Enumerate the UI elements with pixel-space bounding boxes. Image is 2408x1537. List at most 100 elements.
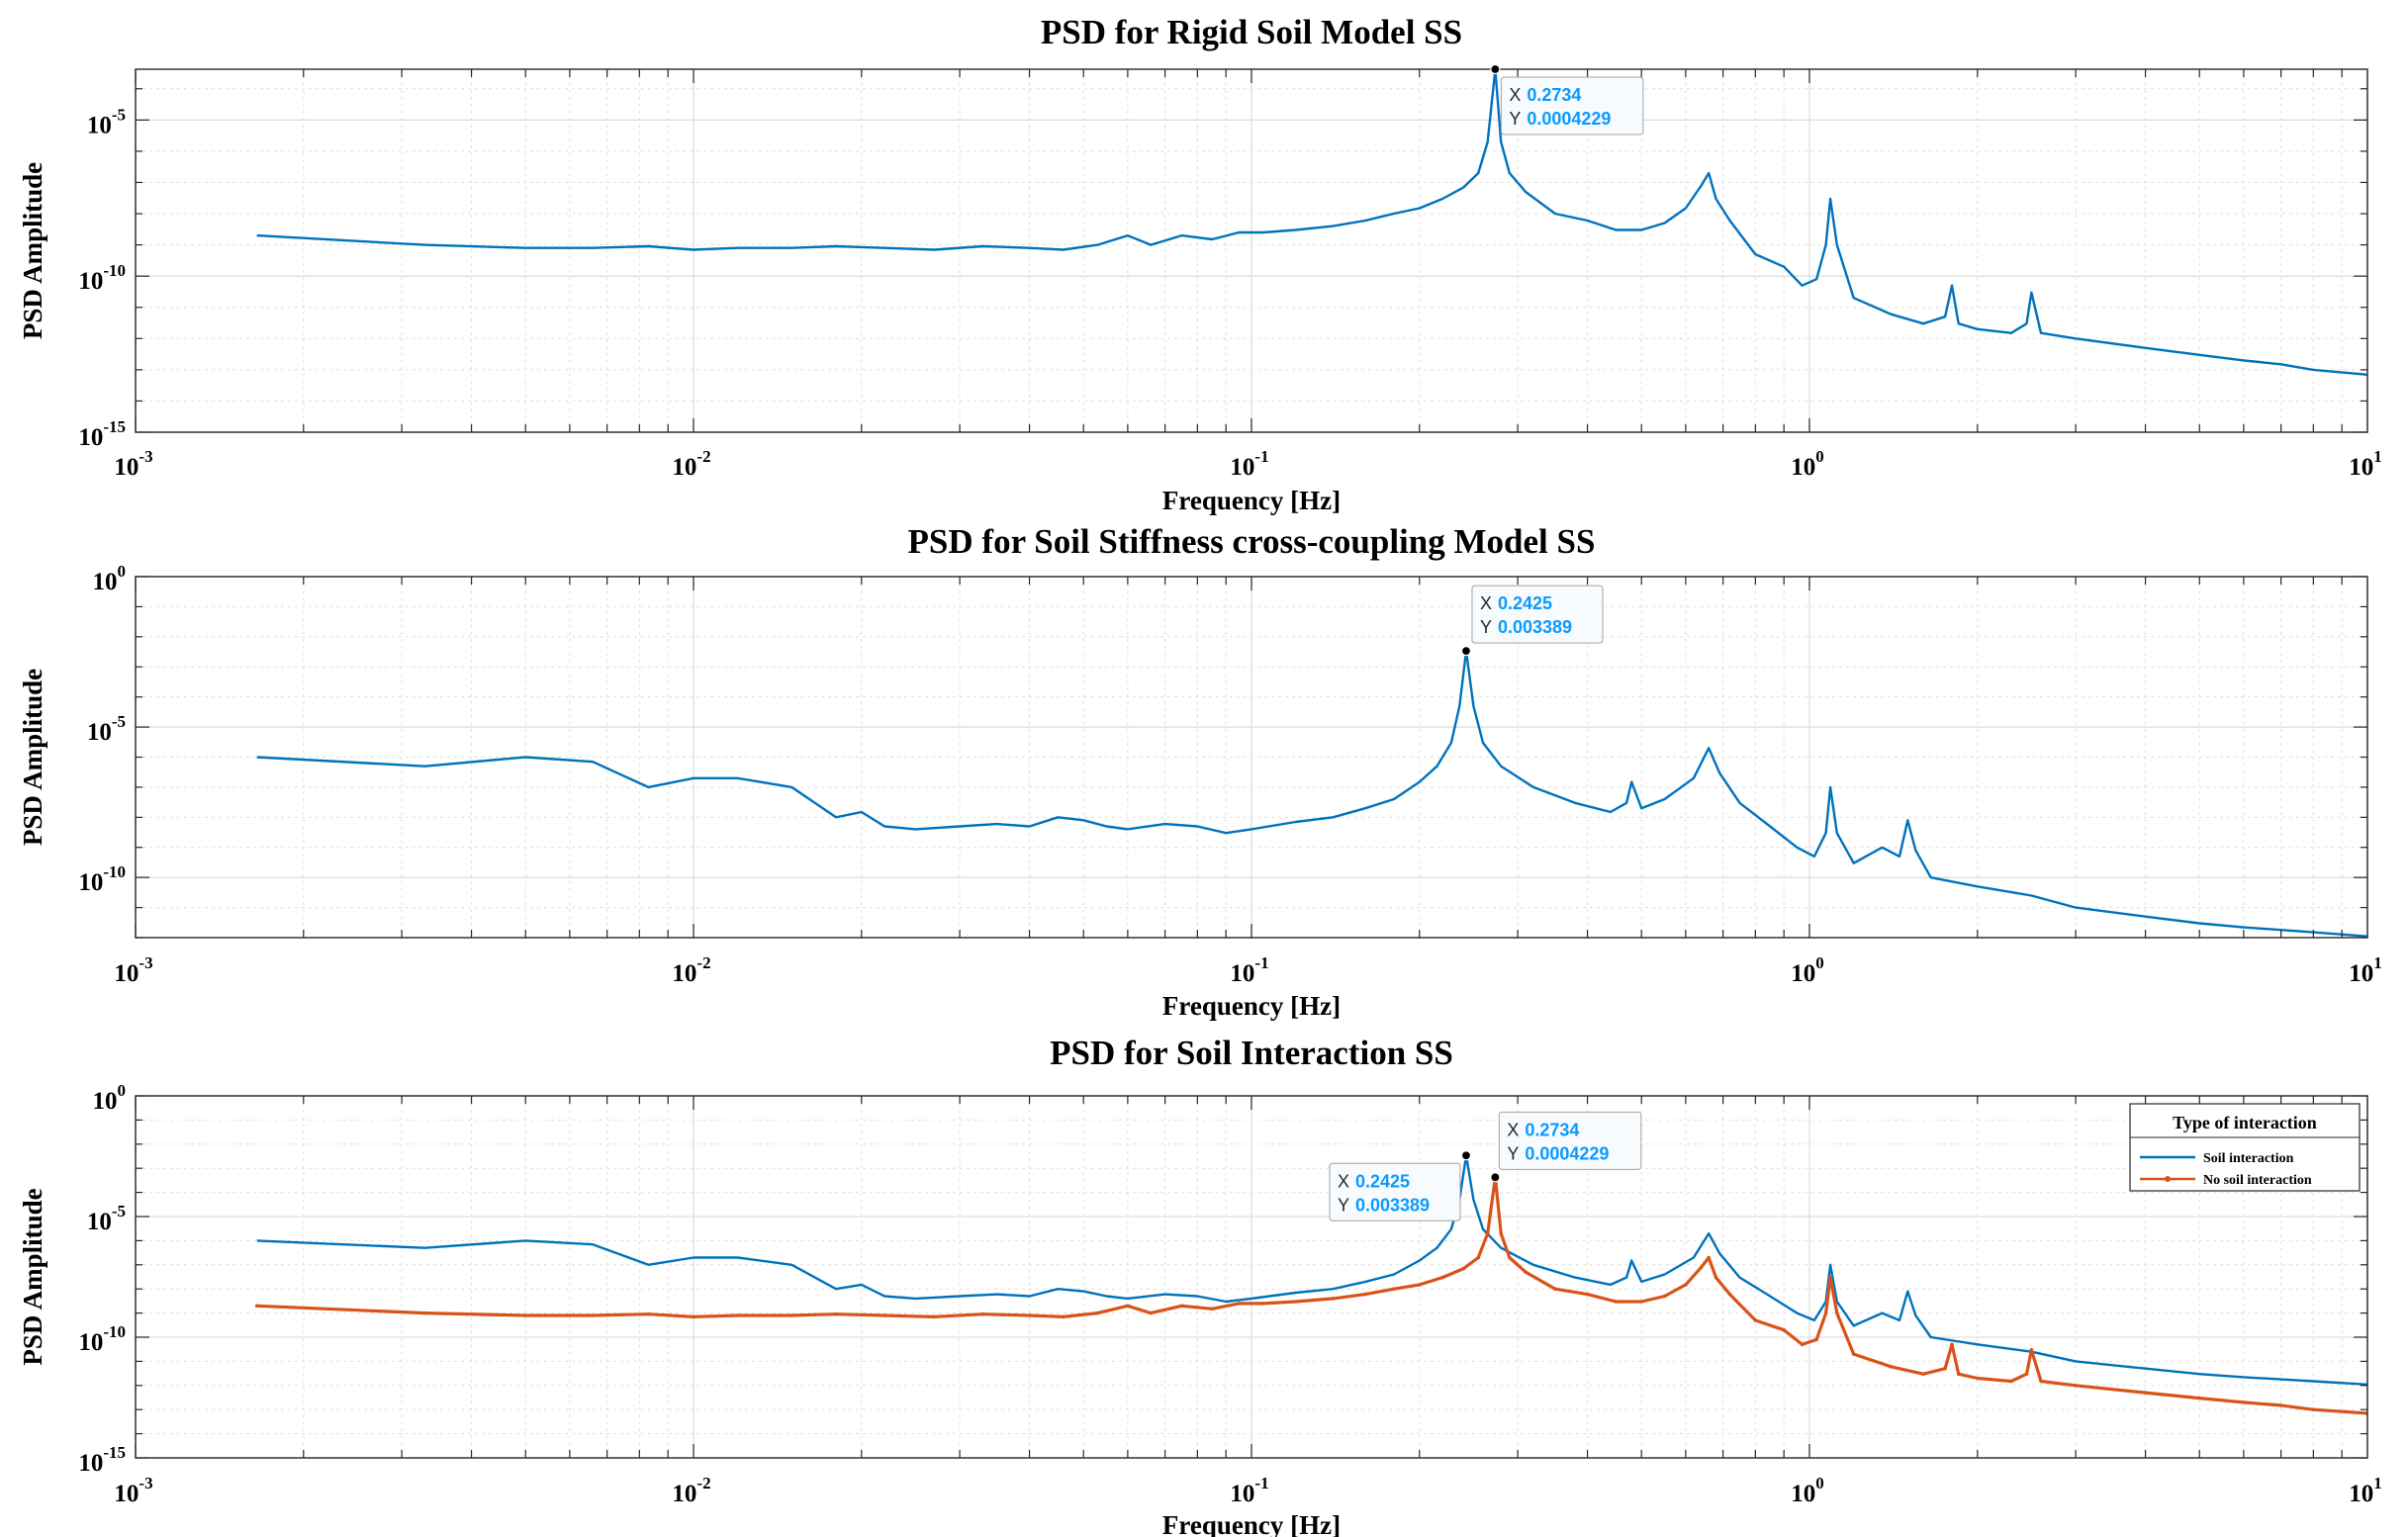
y-tick-label: 10-10 [78, 862, 126, 896]
data-point [1956, 1372, 1961, 1376]
x-tick-label: 101 [2349, 953, 2382, 987]
datatip-x-label: X [1338, 1171, 1349, 1191]
ticks [135, 1095, 2367, 1459]
ticks [135, 69, 2367, 433]
data-point [1800, 1342, 1805, 1347]
chart-title: PSD for Rigid Soil Model SS [1041, 13, 1462, 51]
x-tick-label: 101 [2349, 1474, 2382, 1507]
data-point [1149, 1311, 1153, 1315]
data-point [1639, 1300, 1643, 1304]
data-point [1585, 1292, 1590, 1297]
legend-entry: No soil interaction [2203, 1173, 2312, 1188]
x-axis-label: Frequency [Hz] [1162, 991, 1341, 1021]
y-tick-label: 10-10 [78, 1322, 126, 1356]
data-point [1699, 1265, 1704, 1269]
data-point [1828, 1275, 1832, 1280]
series-line [256, 69, 2367, 376]
grid [135, 69, 2368, 433]
datatip-marker [1490, 63, 1501, 75]
data-point [1293, 1300, 1298, 1304]
series-no-soil-interaction [254, 1175, 2367, 1415]
datatip-x-value: 0.2425 [1498, 593, 1552, 613]
x-tick-label: 101 [2349, 447, 2382, 481]
data-point [1553, 1287, 1557, 1291]
data-point [1614, 1300, 1619, 1304]
datatip-y-label: Y [1509, 109, 1521, 129]
grid [135, 1095, 2368, 1459]
datatip-x-value: 0.2734 [1527, 85, 1581, 105]
data-point [1210, 1307, 1214, 1311]
data-point [1179, 1304, 1184, 1309]
legend-marker [2165, 1176, 2171, 1182]
x-tick-label: 100 [1791, 447, 1824, 481]
data-point [1782, 1327, 1786, 1332]
x-tick-label: 100 [1791, 1474, 1824, 1507]
data-point [2242, 1401, 2246, 1404]
data-point [1950, 1342, 1954, 1347]
y-tick-label: 10-5 [87, 105, 126, 138]
data-point [1476, 1255, 1481, 1260]
data-point [523, 1313, 527, 1317]
x-axis-label: Frequency [Hz] [1162, 486, 1341, 515]
data-point [735, 1313, 740, 1317]
data-point [1684, 1283, 1688, 1287]
data-point [1331, 1297, 1336, 1301]
y-tick-label: 10-10 [78, 261, 126, 295]
datatip-box [1471, 585, 1604, 644]
data-point [646, 1311, 651, 1316]
x-tick-label: 10-1 [1230, 953, 1268, 987]
datatip-marker [1490, 1172, 1501, 1183]
data-point [2039, 1379, 2043, 1384]
y-axis-label: PSD Amplitude [18, 162, 47, 339]
datatip: X 0.2425 Y 0.003389 [1329, 1150, 1472, 1221]
data-point [2074, 1384, 2078, 1388]
data-point [2143, 1391, 2148, 1395]
datatip-box [1498, 1111, 1642, 1170]
datatip-y: Y 0.0004229 [1507, 1143, 1609, 1163]
x-tick-label: 10-1 [1230, 1474, 1268, 1507]
data-point [1976, 1376, 1980, 1381]
data-point [2024, 1372, 2029, 1376]
legend: Type of interaction Soil interaction No so… [2129, 1103, 2361, 1192]
data-point [1753, 1318, 1758, 1322]
data-point [1363, 1292, 1367, 1297]
y-tick-label: 100 [93, 562, 127, 595]
y-axis-label: PSD Amplitude [18, 669, 47, 846]
datatip-x-value: 0.2425 [1355, 1171, 1410, 1191]
data-point [1943, 1366, 1947, 1371]
data-point [882, 1313, 886, 1317]
datatip-x-label: X [1509, 85, 1521, 105]
data-point [1485, 1231, 1490, 1235]
series-line-1 [256, 69, 2367, 376]
data-point [1823, 1311, 1828, 1315]
data-point [1126, 1304, 1130, 1309]
data-point [1062, 1314, 1065, 1319]
datatip-box [1329, 1162, 1461, 1221]
data-point [932, 1314, 937, 1319]
chart-title: PSD for Soil Interaction SS [1050, 1034, 1453, 1072]
x-tick-label: 10-1 [1230, 447, 1268, 481]
datatip-x: X 0.2425 [1480, 593, 1552, 613]
datatip-x-label: X [1480, 593, 1492, 613]
data-point [1524, 1270, 1528, 1274]
data-point [1461, 1266, 1466, 1271]
data-point [2029, 1348, 2034, 1352]
series-line [256, 1175, 2367, 1415]
legend-title: Type of interaction [2173, 1113, 2317, 1132]
data-point [591, 1313, 595, 1317]
chart-panel-3: 10-3 10-2 10-1 100 101 10-15 10-10 10-5 100 PSD f… [18, 1034, 2382, 1537]
series-line [256, 1154, 2367, 1386]
datatip-box [1500, 76, 1644, 136]
x-tick-label: 10-3 [114, 953, 152, 987]
datatip-y: Y 0.003389 [1480, 617, 1572, 637]
data-point [789, 1313, 794, 1317]
series-soil-interaction [256, 1154, 2367, 1386]
x-tick-label: 10-2 [672, 953, 710, 987]
data-point [1814, 1337, 1818, 1342]
datatip-y-value: 0.003389 [1498, 617, 1572, 637]
legend-entry: Soil interaction [2203, 1151, 2294, 1166]
data-point [1095, 1311, 1100, 1315]
data-point [1499, 1231, 1503, 1235]
datatip-y-value: 0.0004229 [1525, 1143, 1609, 1163]
